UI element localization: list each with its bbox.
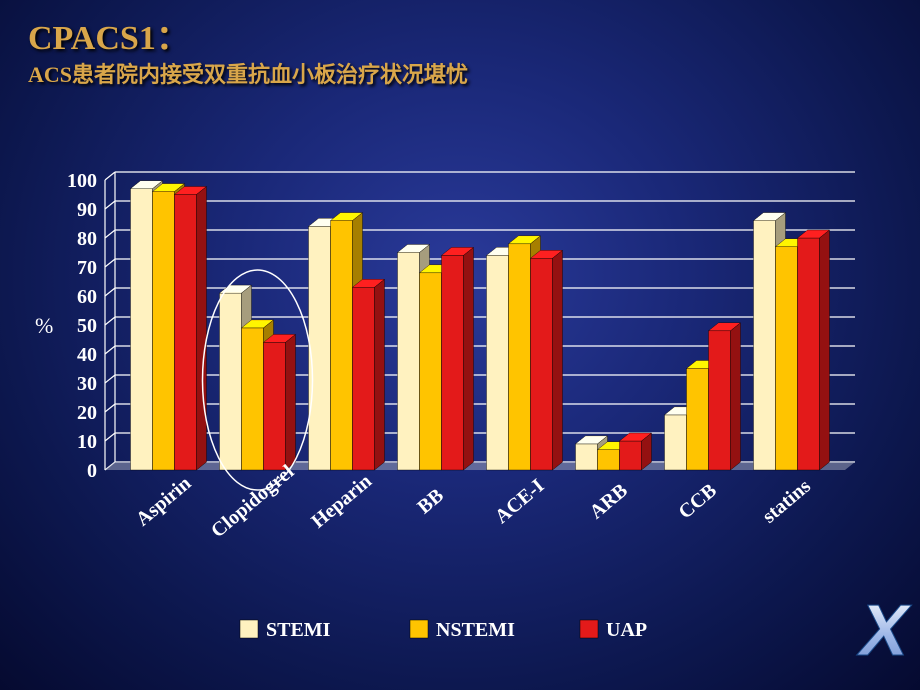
ytick-label: 10 — [77, 431, 97, 453]
ytick-label: 100 — [67, 170, 97, 192]
ytick-label: 60 — [77, 286, 97, 308]
logo-icon: X — [856, 591, 912, 660]
ytick-label: 50 — [77, 315, 97, 337]
ytick-label: 30 — [77, 373, 97, 395]
category-label: ARB — [585, 479, 631, 523]
legend-swatch — [410, 620, 428, 638]
y-axis-label: % — [35, 313, 53, 338]
category-label: ACE-I — [491, 475, 549, 528]
legend-swatch — [580, 620, 598, 638]
category-label: Heparin — [307, 470, 376, 533]
legend-label: NSTEMI — [436, 619, 515, 641]
ytick-label: 0 — [87, 460, 97, 482]
category-label: statins — [758, 475, 815, 528]
ytick-label: 20 — [77, 402, 97, 424]
ytick-label: 40 — [77, 344, 97, 366]
category-label: Clopidogrel — [207, 460, 299, 542]
category-label: BB — [413, 484, 448, 518]
legend-label: UAP — [606, 619, 647, 641]
slide-title: CPACS1： — [28, 10, 468, 59]
slide-subtitle: ACS患者院内接受双重抗血小板治疗状况堪忧 — [28, 57, 468, 89]
ytick-label: 80 — [77, 228, 97, 250]
category-label: CCB — [674, 479, 720, 523]
legend-swatch — [240, 620, 258, 638]
ytick-label: 90 — [77, 199, 97, 221]
bar-chart: 0 10 20 30 40 50 60 70 80 90 100% AspirinClopidogre… — [0, 150, 920, 660]
ytick-label: 70 — [77, 257, 97, 279]
category-label: Aspirin — [132, 472, 196, 530]
legend-label: STEMI — [266, 619, 331, 641]
